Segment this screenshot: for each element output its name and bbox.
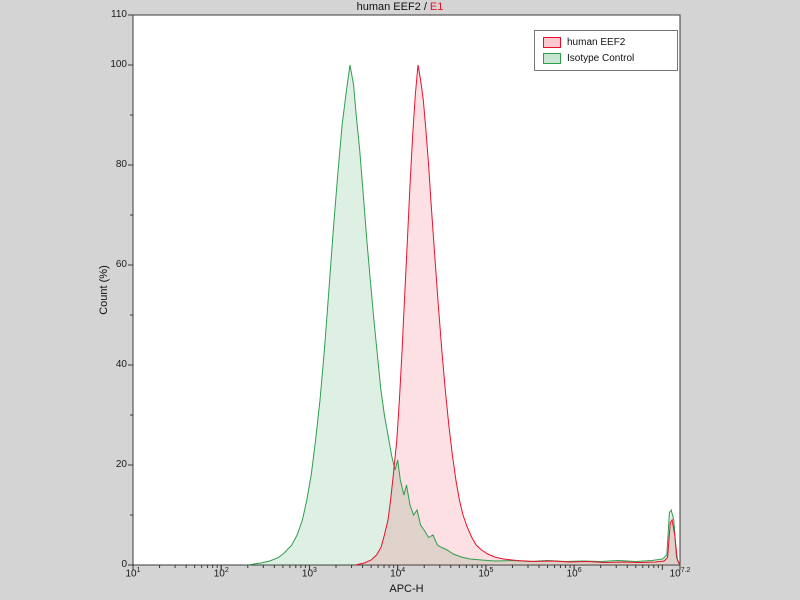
- x-tick-label: 106: [566, 567, 582, 580]
- series-line-human-eef2: [355, 64, 681, 566]
- legend-item-isotype-control: Isotype Control: [543, 53, 669, 64]
- y-tick-label: 40: [115, 359, 127, 370]
- x-tick-label: 104: [390, 567, 406, 580]
- y-tick-label: 110: [111, 9, 127, 20]
- x-tick-label: 101: [125, 567, 141, 580]
- series-line-isotype-control: [247, 64, 681, 566]
- legend-item-human-eef2: human EEF2: [543, 37, 669, 48]
- legend-swatch-red: [543, 37, 561, 48]
- legend-swatch-green: [543, 53, 561, 64]
- x-axis-label: APC-H: [389, 583, 424, 595]
- x-tick-label: 102: [213, 567, 229, 580]
- series-area-isotype-control: [247, 65, 680, 565]
- y-tick-label: 100: [110, 59, 127, 70]
- chart-title: human EEF2 /E1: [0, 1, 800, 13]
- chart-title-main: human EEF2 /: [356, 1, 427, 13]
- x-tick-label: 103: [301, 567, 317, 580]
- legend: human EEF2 Isotype Control: [534, 30, 678, 71]
- x-tick-label: 105: [478, 567, 494, 580]
- x-tick-label: 107.2: [669, 567, 691, 580]
- series-area-human-eef2: [355, 65, 680, 565]
- y-tick-label: 80: [115, 159, 127, 170]
- legend-label-human-eef2: human EEF2: [567, 37, 626, 48]
- y-tick-label: 20: [115, 459, 127, 470]
- plot-area: [132, 14, 681, 566]
- chart-title-accent: E1: [429, 1, 444, 13]
- y-axis-label: Count (%): [98, 265, 110, 315]
- y-tick-label: 0: [121, 559, 127, 570]
- legend-label-isotype-control: Isotype Control: [567, 53, 635, 64]
- y-tick-label: 60: [115, 259, 127, 270]
